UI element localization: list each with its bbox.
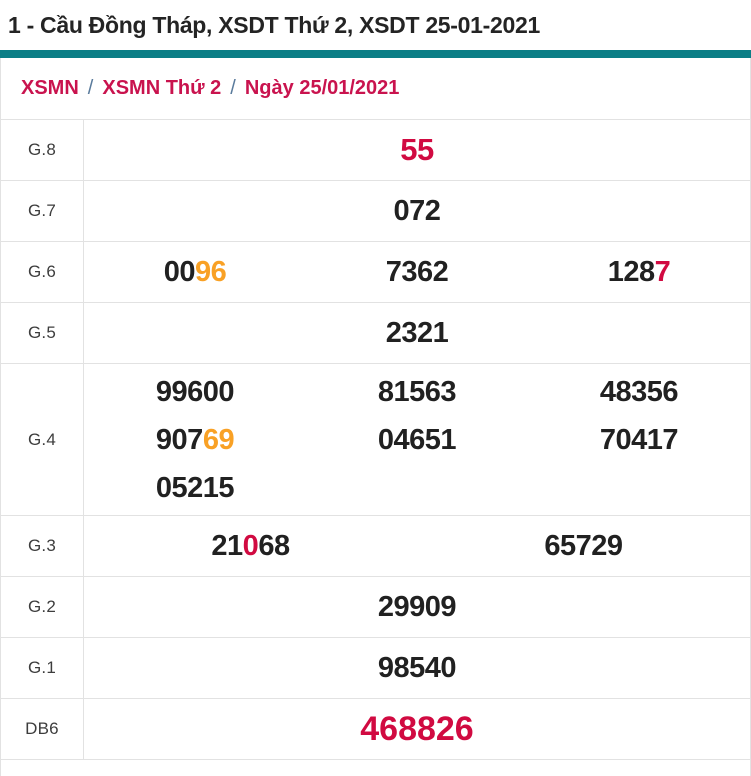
- prize-value: 90769: [155, 423, 235, 456]
- breadcrumb-link-xsmn-thu-2[interactable]: XSMN Thứ 2: [102, 77, 222, 99]
- prize-label: G.5: [1, 303, 84, 363]
- prize-value: 05215: [155, 471, 235, 504]
- prize-value: [306, 464, 528, 512]
- prize-row: G.7 072: [1, 181, 750, 242]
- prize-values: 468826: [84, 699, 750, 759]
- prize-value: 29909: [377, 590, 457, 623]
- prize-label: G.1: [1, 638, 84, 698]
- results-table: G.8 55 G.7 072 G.6 0096 7362 1287 G.5 2321 G.4 9960…: [1, 120, 750, 760]
- prize-row: G.8 55: [1, 120, 750, 181]
- highlighted-digits: 468826: [360, 709, 474, 748]
- highlighted-digits: 55: [400, 132, 434, 167]
- prize-value: 2321: [385, 316, 449, 349]
- prize-values: 99600 81563 48356 90769 04651 70417 05215: [84, 364, 750, 515]
- results-panel: XSMN / XSMN Thứ 2 / Ngày 25/01/2021 G.8 5…: [0, 58, 751, 776]
- prize-value: 21068: [211, 529, 290, 562]
- prize-row: G.5 2321: [1, 303, 750, 364]
- prize-row: G.1 98540: [1, 638, 750, 699]
- prize-values: 2321: [84, 303, 750, 363]
- prize-label: G.2: [1, 577, 84, 637]
- prize-row: G.6 0096 7362 1287: [1, 242, 750, 303]
- prize-label: G.4: [1, 364, 84, 515]
- breadcrumb-link-date[interactable]: Ngày 25/01/2021: [244, 77, 400, 99]
- prize-value: 70417: [599, 423, 679, 456]
- prize-values: 55: [84, 120, 750, 180]
- page-title: 1 - Cầu Đồng Tháp, XSDT Thứ 2, XSDT 25-0…: [8, 12, 540, 38]
- prize-label: G.8: [1, 120, 84, 180]
- prize-value: 55: [84, 132, 750, 168]
- prize-label: G.6: [1, 242, 84, 302]
- breadcrumb-link-xsmn[interactable]: XSMN: [21, 77, 79, 99]
- prize-row: G.4 99600 81563 48356 90769 04651 70417 05215: [1, 364, 750, 516]
- prize-value: 65729: [544, 529, 623, 562]
- prize-values: 98540: [84, 638, 750, 698]
- prize-value: 072: [393, 194, 441, 227]
- prize-values: 29909: [84, 577, 750, 637]
- prize-values: 21068 65729: [84, 516, 750, 576]
- highlighted-digits: 7: [654, 255, 671, 288]
- prize-label: G.3: [1, 516, 84, 576]
- prize-value: 468826: [84, 710, 750, 749]
- prize-row: G.3 21068 65729: [1, 516, 750, 577]
- divider-bar: [0, 50, 751, 58]
- highlighted-digits: 69: [202, 423, 235, 456]
- breadcrumb-separator: /: [230, 77, 236, 99]
- breadcrumb-separator: /: [87, 77, 94, 99]
- highlighted-digits: 96: [195, 255, 227, 288]
- prize-values: 0096 7362 1287: [84, 242, 750, 302]
- prize-values: 072: [84, 181, 750, 241]
- prize-label: DB6: [1, 699, 84, 759]
- prize-value: 0096: [163, 255, 227, 288]
- prize-label: G.7: [1, 181, 84, 241]
- prize-value: 7362: [385, 255, 449, 288]
- highlighted-digits: 0: [242, 529, 259, 562]
- prize-row: G.2 29909: [1, 577, 750, 638]
- prize-value: 81563: [377, 375, 457, 408]
- prize-value: 99600: [155, 375, 235, 408]
- prize-value: [528, 464, 750, 512]
- prize-value: 1287: [607, 255, 671, 288]
- breadcrumb: XSMN / XSMN Thứ 2 / Ngày 25/01/2021: [1, 58, 750, 120]
- prize-row: DB6 468826: [1, 699, 750, 760]
- prize-value: 48356: [599, 375, 679, 408]
- prize-value: 98540: [377, 651, 457, 684]
- prize-value: 04651: [377, 423, 457, 456]
